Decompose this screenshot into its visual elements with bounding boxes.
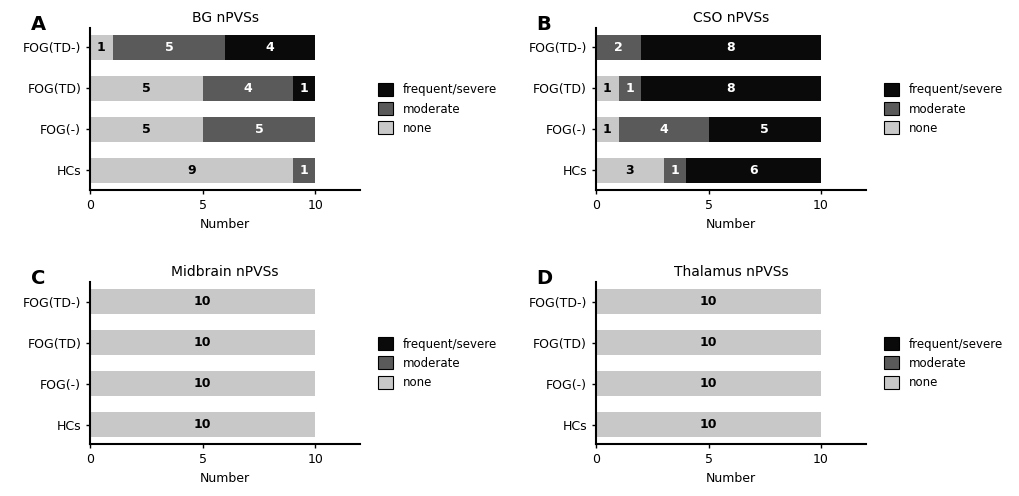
Legend: frequent/severe, moderate, none: frequent/severe, moderate, none — [879, 334, 1005, 393]
Text: 4: 4 — [244, 82, 252, 95]
Text: 5: 5 — [255, 123, 263, 136]
Title: CSO nPVSs: CSO nPVSs — [692, 11, 768, 25]
X-axis label: Number: Number — [705, 472, 755, 485]
Bar — [90, 330, 315, 355]
Bar — [595, 330, 820, 355]
Text: A: A — [31, 15, 46, 34]
Text: 10: 10 — [699, 336, 716, 349]
Text: 4: 4 — [266, 41, 274, 54]
Bar — [595, 289, 820, 314]
Legend: frequent/severe, moderate, none: frequent/severe, moderate, none — [879, 79, 1005, 138]
Bar — [595, 35, 640, 60]
Bar — [708, 117, 820, 142]
Text: 10: 10 — [194, 377, 211, 390]
Bar — [90, 158, 292, 183]
Text: 1: 1 — [602, 82, 611, 95]
Bar — [203, 76, 292, 101]
Bar — [618, 117, 708, 142]
Bar — [90, 412, 315, 437]
Text: 5: 5 — [164, 41, 173, 54]
Text: 5: 5 — [760, 123, 768, 136]
Bar — [595, 412, 820, 437]
Text: 10: 10 — [699, 377, 716, 390]
Bar — [640, 35, 820, 60]
Bar — [90, 35, 112, 60]
X-axis label: Number: Number — [200, 218, 250, 231]
Text: 1: 1 — [300, 164, 308, 177]
Text: 4: 4 — [658, 123, 667, 136]
Text: 1: 1 — [625, 82, 634, 95]
Bar — [203, 117, 315, 142]
Bar — [640, 76, 820, 101]
Text: 1: 1 — [300, 82, 308, 95]
Text: 9: 9 — [186, 164, 196, 177]
Text: 10: 10 — [194, 336, 211, 349]
Text: 10: 10 — [194, 418, 211, 431]
Text: D: D — [536, 269, 552, 288]
Text: C: C — [31, 269, 45, 288]
Bar — [90, 117, 203, 142]
Bar — [225, 35, 315, 60]
Bar — [292, 76, 315, 101]
Bar — [663, 158, 686, 183]
Text: 3: 3 — [625, 164, 634, 177]
Text: 8: 8 — [726, 41, 735, 54]
Text: 5: 5 — [142, 82, 151, 95]
Legend: frequent/severe, moderate, none: frequent/severe, moderate, none — [374, 334, 500, 393]
Text: 10: 10 — [699, 418, 716, 431]
Bar — [112, 35, 225, 60]
Title: Midbrain nPVSs: Midbrain nPVSs — [171, 265, 278, 279]
Text: 1: 1 — [602, 123, 611, 136]
Bar — [618, 76, 640, 101]
Text: 10: 10 — [699, 295, 716, 308]
Bar — [292, 158, 315, 183]
Bar — [595, 158, 663, 183]
Bar — [90, 372, 315, 396]
X-axis label: Number: Number — [200, 472, 250, 485]
Legend: frequent/severe, moderate, none: frequent/severe, moderate, none — [374, 79, 500, 138]
X-axis label: Number: Number — [705, 218, 755, 231]
Text: 1: 1 — [669, 164, 679, 177]
Title: Thalamus nPVSs: Thalamus nPVSs — [674, 265, 788, 279]
Title: BG nPVSs: BG nPVSs — [192, 11, 259, 25]
Bar — [595, 76, 618, 101]
Text: 2: 2 — [613, 41, 623, 54]
Bar — [90, 76, 203, 101]
Text: 6: 6 — [749, 164, 757, 177]
Bar — [595, 372, 820, 396]
Text: 8: 8 — [726, 82, 735, 95]
Bar — [90, 289, 315, 314]
Bar — [595, 117, 618, 142]
Text: B: B — [536, 15, 551, 34]
Text: 5: 5 — [142, 123, 151, 136]
Bar — [686, 158, 820, 183]
Text: 1: 1 — [97, 41, 106, 54]
Text: 10: 10 — [194, 295, 211, 308]
